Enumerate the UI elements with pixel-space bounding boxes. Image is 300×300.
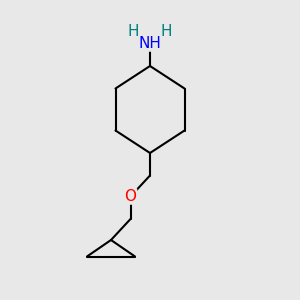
Text: H: H [161, 24, 172, 39]
Text: H: H [128, 24, 139, 39]
Text: NH: NH [139, 36, 161, 51]
Text: O: O [124, 189, 136, 204]
